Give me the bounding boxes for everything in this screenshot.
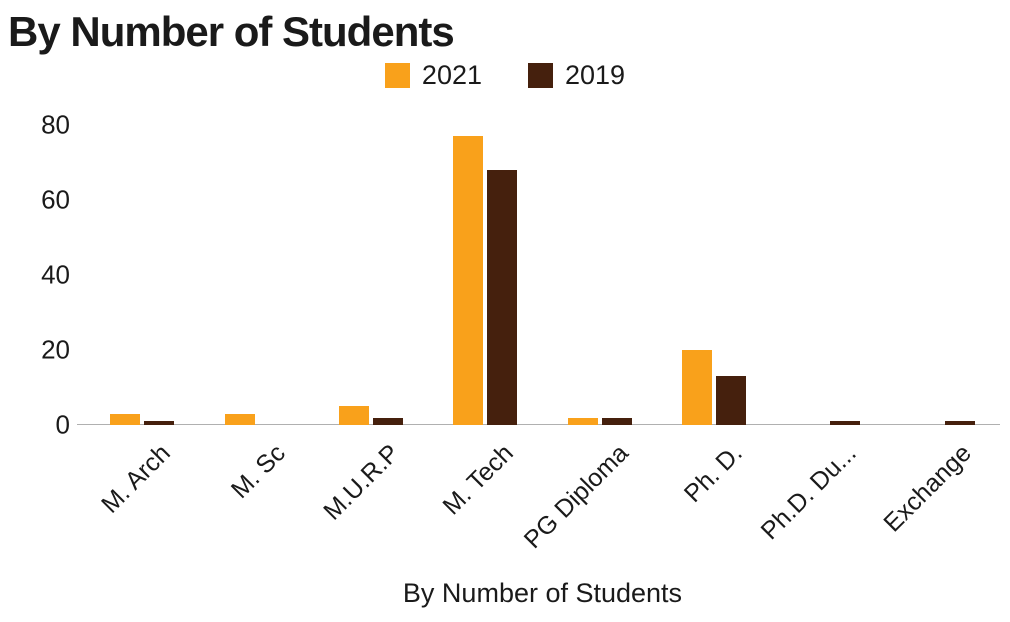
legend-swatch-2019 — [528, 63, 553, 88]
y-tick-label-80: 80 — [41, 109, 70, 140]
legend-swatch-2021 — [384, 63, 410, 88]
legend-label-2019: 2019 — [565, 60, 626, 90]
bar-2019-ph-d-[interactable] — [716, 376, 747, 425]
bar-2021-ph-d-[interactable] — [682, 350, 713, 425]
bar-2021-m-tech[interactable] — [453, 136, 484, 425]
x-tick-label-exchange: Exchange — [878, 439, 977, 538]
y-tick-label-40: 40 — [41, 259, 70, 290]
chart-title: By Number of Students — [8, 8, 455, 55]
bar-2019-m-u-r-p[interactable] — [372, 417, 403, 425]
bar-2021-pg-diploma[interactable] — [567, 417, 598, 425]
x-tick-label-ph-d-: Ph. D. — [678, 439, 748, 508]
bar-2019-m-arch[interactable] — [144, 421, 175, 425]
legend-item-2021[interactable]: 2021 — [384, 60, 482, 91]
x-tick-label-ph-d-du-: Ph.D. Du... — [755, 439, 863, 546]
bar-2019-m-tech[interactable] — [487, 170, 518, 425]
bar-2021-m-arch[interactable] — [110, 413, 141, 425]
plot-area: 0 20 40 60 80 M. Arch M. Sc M.U.R.P M. Tech PG Di… — [41, 110, 1000, 554]
legend-label-2021: 2021 — [421, 60, 482, 90]
x-tick-label-m-sc: M. Sc — [225, 439, 291, 504]
x-tick-label-m-tech: M. Tech — [437, 439, 520, 521]
x-tick-label-pg-diploma: PG Diploma — [518, 439, 634, 555]
bar-2019-pg-diploma[interactable] — [601, 417, 632, 425]
bar-2019-ph-d-du-[interactable] — [830, 421, 861, 425]
bar-2021-m-u-r-p[interactable] — [338, 406, 369, 425]
x-axis-line — [77, 424, 1000, 425]
legend: 2021 2019 — [0, 60, 1010, 91]
bar-2019-exchange[interactable] — [944, 421, 975, 425]
bar-2021-m-sc[interactable] — [224, 413, 255, 425]
x-tick-label-m-u-r-p: M.U.R.P — [318, 439, 405, 526]
x-axis-title: By Number of Students — [402, 578, 683, 608]
y-tick-label-60: 60 — [41, 184, 70, 215]
y-tick-label-0: 0 — [55, 409, 70, 440]
legend-item-2019[interactable]: 2019 — [528, 60, 625, 91]
x-tick-label-m-arch: M. Arch — [96, 439, 176, 519]
y-tick-label-20: 20 — [41, 334, 70, 365]
